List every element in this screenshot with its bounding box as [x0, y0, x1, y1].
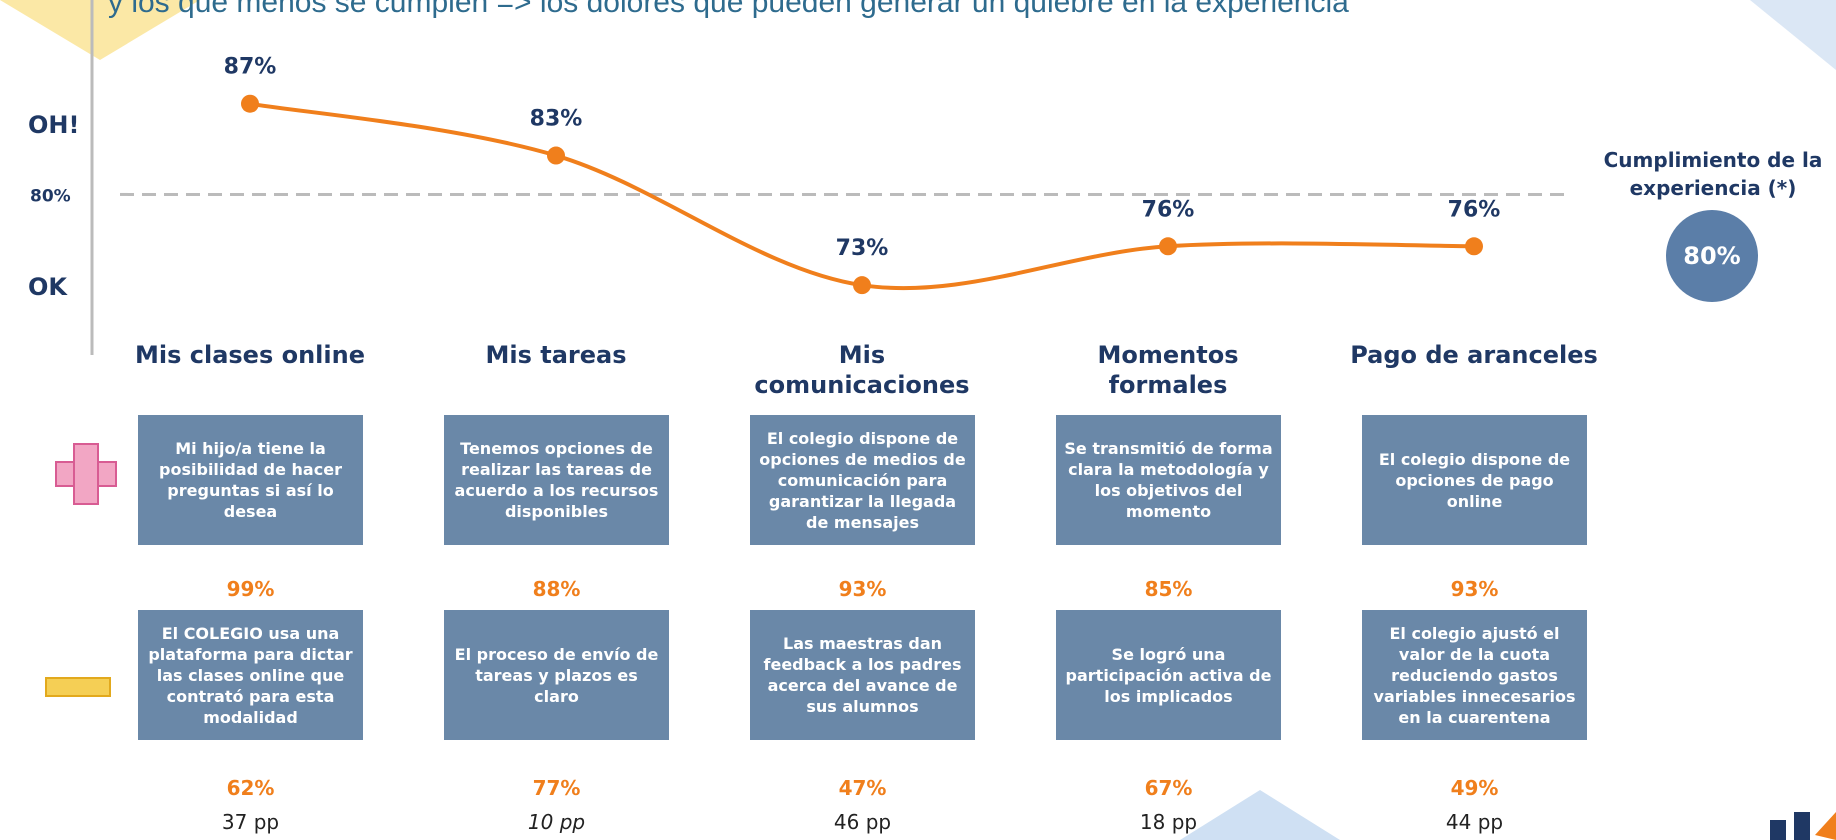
decor-triangle — [0, 0, 200, 60]
minus-icon — [45, 677, 111, 697]
annotation: OH! — [28, 111, 79, 139]
positive-value: 88% — [532, 577, 581, 601]
category-label: Momentos formales — [1097, 341, 1239, 399]
plus-icon — [55, 443, 117, 505]
positive-card: Mi hijo/a tiene la posibilidad de hacer … — [138, 415, 363, 545]
difference: 18 pp — [1139, 810, 1198, 834]
negative-card: El COLEGIO usa una plataforma para dicta… — [138, 610, 363, 740]
negative-card: El colegio ajustó el valor de la cuota r… — [1362, 610, 1587, 740]
reference-label: 80% — [30, 186, 71, 206]
category-label: Mis comunicaciones — [754, 341, 970, 399]
value-label: 73% — [836, 236, 889, 261]
positive-card: Se transmitió de forma clara la metodolo… — [1056, 415, 1281, 545]
negative-value: 62% — [226, 776, 275, 800]
positive-value: 99% — [226, 577, 275, 601]
positive-card: Tenemos opciones de realizar las tareas … — [444, 415, 669, 545]
annotation: OK — [28, 273, 68, 301]
positive-card: El colegio dispone de opciones de medios… — [750, 415, 975, 545]
category-label: Mis tareas — [485, 341, 627, 369]
positive-card: El colegio dispone de opciones de pago o… — [1362, 415, 1587, 545]
negative-value: 77% — [532, 776, 581, 800]
negative-card: El proceso de envío de tareas y plazos e… — [444, 610, 669, 740]
positive-value: 93% — [838, 577, 887, 601]
negative-card: Se logró una participación activa de los… — [1056, 610, 1281, 740]
negative-card: Las maestras dan feedback a los padres a… — [750, 610, 975, 740]
point — [547, 146, 565, 165]
category-label: Pago de aranceles — [1350, 341, 1598, 369]
point — [1159, 237, 1177, 256]
negative-value: 47% — [838, 776, 887, 800]
category-label: Mis clases online — [135, 341, 365, 369]
point — [241, 94, 259, 113]
value-label: 76% — [1142, 197, 1195, 222]
title: y los que menos se cumplen => los dolore… — [108, 0, 1349, 19]
difference: 44 pp — [1445, 810, 1504, 834]
negative-value: 67% — [1144, 776, 1193, 800]
positive-value: 85% — [1144, 577, 1193, 601]
point — [1465, 237, 1483, 256]
summary-circle — [1666, 210, 1758, 302]
difference: 37 pp — [221, 810, 280, 834]
difference: 10 pp — [527, 810, 586, 834]
negative-value: 49% — [1450, 776, 1499, 800]
value-label: 76% — [1448, 197, 1501, 222]
value-label: 83% — [530, 107, 583, 132]
decor-triangle — [1750, 0, 1836, 70]
logo — [1770, 812, 1836, 840]
difference: 46 pp — [833, 810, 892, 834]
summary-value: 80% — [1683, 242, 1740, 270]
point — [853, 276, 871, 295]
summary-label: Cumplimiento de la experiencia (*) — [1603, 148, 1823, 200]
decor-triangle — [1180, 790, 1340, 840]
positive-value: 93% — [1450, 577, 1499, 601]
value-label: 87% — [224, 55, 277, 80]
